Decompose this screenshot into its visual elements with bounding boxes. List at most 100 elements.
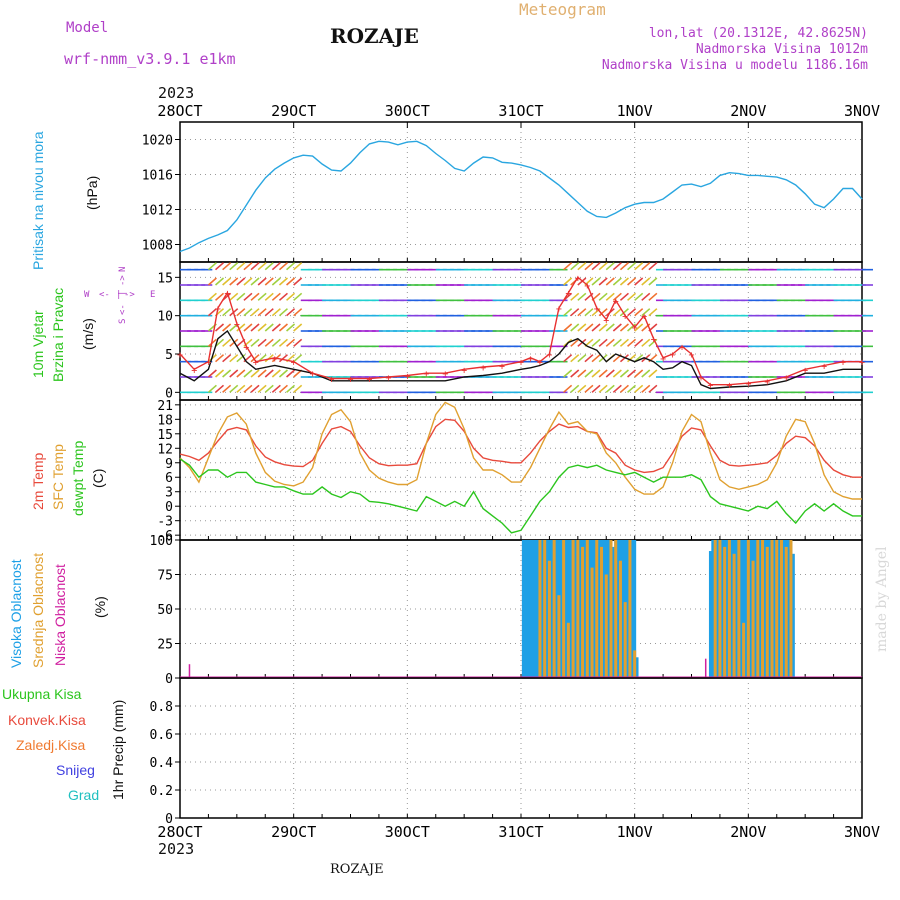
bar-cloud_high: [630, 540, 634, 678]
wind-barb: [222, 369, 232, 378]
wind-barb: [563, 384, 573, 393]
wind-barb: [271, 369, 281, 378]
gust-marker: +: [632, 323, 638, 334]
bar-cloud_mid: [742, 622, 746, 678]
gust-marker: +: [385, 373, 391, 384]
wind-barb: [250, 292, 260, 301]
wind-barb: [619, 277, 629, 286]
wind-barb: [293, 308, 303, 317]
wind-barb: [278, 308, 288, 317]
x-tick-label-bottom: 29OCT: [271, 823, 316, 841]
series-line-t2m: [179, 418, 862, 478]
wind-barb: [584, 354, 594, 363]
bar-cloud_mid: [618, 560, 622, 678]
wind-barb: [236, 277, 246, 286]
wind-barb: [563, 323, 573, 332]
wind-barb: [257, 323, 267, 332]
wind-barb: [250, 354, 260, 363]
bar-cloud_high: [787, 540, 791, 678]
elevation-text: Nadmorska Visina 1012m: [695, 42, 868, 57]
wind-barb: [577, 323, 587, 332]
bar-cloud_mid: [732, 553, 736, 678]
x-tick-label-top: 31OCT: [498, 102, 543, 120]
bar-cloud_high: [550, 540, 554, 678]
y-tick-label: 3: [165, 486, 173, 501]
wind-barb: [598, 308, 608, 317]
wind-barb: [605, 338, 615, 347]
model-label: Model: [66, 20, 109, 36]
gust-marker: +: [537, 358, 543, 369]
x-tick-label-bottom: 28OCT: [157, 823, 202, 841]
wind-barb: [605, 292, 615, 301]
compass-w-bar: |: [116, 290, 122, 300]
bar-cloud_mid: [765, 546, 769, 678]
wind-barb: [293, 323, 303, 332]
gust-marker: +: [613, 296, 619, 307]
wind-barb: [250, 262, 260, 271]
panel-frame-precip: [179, 677, 863, 819]
wind-barb: [293, 277, 303, 286]
bar-cloud_mid: [751, 560, 755, 678]
wind-barb: [641, 292, 651, 301]
bar-cloud_high: [536, 540, 540, 678]
precip-hail-label: Grad: [68, 787, 100, 803]
wind-barb: [214, 338, 225, 347]
precip-frz-label: Zaledj.Kisa: [16, 737, 86, 753]
wind-barb: [271, 384, 281, 393]
bar-cloud_high: [533, 540, 537, 678]
precip-snow-label: Snijeg: [56, 762, 95, 778]
wind-barb: [222, 338, 232, 347]
bar-cloud_high: [611, 546, 615, 678]
bar-cloud_high: [791, 553, 795, 678]
wind-barb: [243, 292, 253, 301]
wind-barb: [293, 292, 303, 301]
y-tick-label: 18: [157, 413, 173, 428]
bar-cloud_high: [763, 540, 767, 678]
gust-marker: +: [480, 363, 486, 374]
gust-marker: +: [745, 379, 751, 390]
wind-barb: [286, 323, 296, 332]
bar-cloud_high: [524, 540, 528, 678]
coords-text: lon,lat (20.1312E, 42.8625N): [648, 26, 868, 41]
wind-barb: [293, 354, 303, 363]
wind-barb: [598, 277, 608, 286]
wind-barb: [648, 262, 658, 271]
gust-marker: +: [594, 304, 600, 315]
wind-barb: [584, 323, 594, 332]
series-line-gust: [179, 276, 862, 386]
wind-barb: [577, 384, 587, 393]
gust-marker: +: [698, 373, 704, 384]
y-tick-label: -3: [157, 515, 173, 530]
wind-barb: [243, 369, 253, 378]
wind-barb: [236, 384, 246, 393]
gust-marker: +: [802, 365, 808, 376]
bar-cloud_mid: [713, 540, 717, 678]
gust-marker: +: [234, 319, 240, 330]
wind-barb: [627, 292, 637, 301]
series-line-tsfc: [179, 401, 862, 500]
bar-cloud_mid: [600, 546, 604, 678]
wind-barb: [591, 323, 601, 332]
y-tick-label: 0.6: [150, 728, 173, 743]
y-tick-label: 100: [150, 534, 173, 549]
wind-barb: [627, 308, 637, 317]
meteogram-label: Meteogram: [519, 0, 606, 19]
x-tick-label-bottom: 3NOV: [844, 823, 880, 841]
wind-barb: [648, 292, 658, 301]
bar-cloud_mid: [756, 540, 760, 678]
wind-barb: [605, 277, 615, 286]
y-tick-label: 0.4: [150, 756, 174, 771]
wind-barb: [250, 384, 260, 393]
gust-marker: +: [205, 358, 211, 369]
wind-barb: [648, 277, 658, 286]
wind-barb: [257, 384, 267, 393]
wind-barb: [627, 384, 637, 393]
wind-barb: [634, 262, 644, 271]
wind-barb: [563, 277, 573, 286]
bar-cloud_high: [711, 540, 715, 678]
year-top: 2023: [158, 84, 195, 102]
wind-barb: [278, 338, 288, 347]
wind-barb: [257, 262, 267, 271]
compass-e: E: [150, 290, 156, 300]
wind-barb: [222, 262, 232, 271]
